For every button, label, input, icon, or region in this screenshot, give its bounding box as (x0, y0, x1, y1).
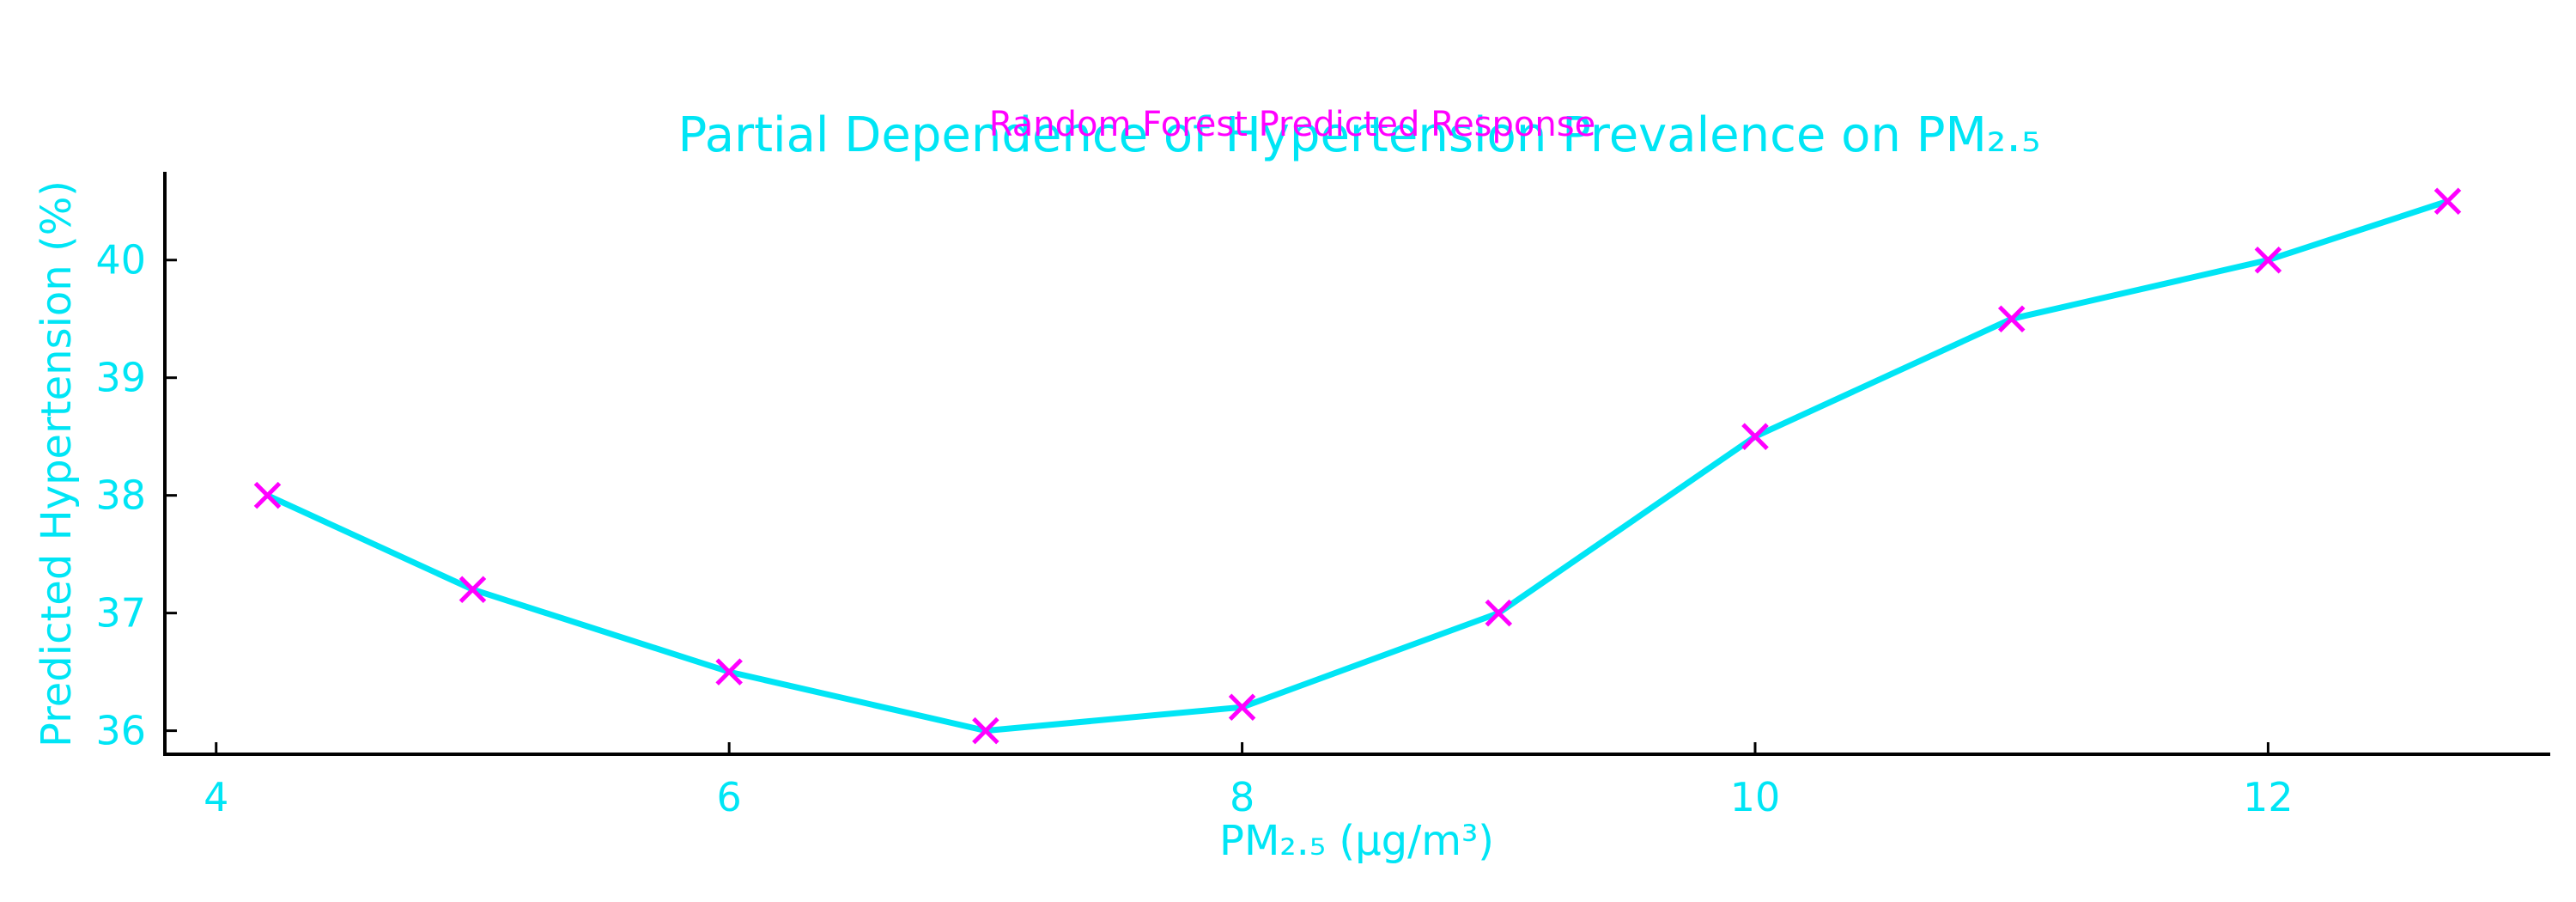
data-point (253, 481, 282, 509)
data-point (715, 658, 743, 686)
x-tick-label: 6 (717, 774, 742, 820)
y-tick-label: 39 (95, 355, 146, 401)
data-point-stroke (972, 716, 999, 745)
chart-subtitle: Random Forest Predicted Response (989, 105, 1595, 144)
data-point-stroke (253, 481, 282, 509)
data-point (2254, 246, 2282, 274)
data-point-stroke (2254, 246, 2282, 274)
data-point (459, 576, 487, 604)
data-point-stroke (2433, 187, 2462, 216)
x-tick-label: 4 (204, 774, 228, 820)
data-point (972, 716, 999, 745)
data-point (1485, 599, 1513, 627)
data-point-stroke (1485, 599, 1513, 627)
x-tick-label: 8 (1230, 774, 1255, 820)
data-point (1741, 423, 1769, 450)
data-point-stroke (1228, 693, 1256, 721)
y-tick-label: 37 (95, 590, 146, 637)
data-point-stroke (1997, 305, 2026, 332)
data-point-stroke (1741, 423, 1769, 450)
plot-area (253, 187, 2462, 745)
data-point-stroke (459, 576, 487, 604)
data-point (1228, 693, 1256, 721)
data-point (2433, 187, 2462, 216)
data-point-stroke (715, 658, 743, 686)
x-axis-label: PM₂.₅ (µg/m³) (1219, 817, 1494, 865)
x-tick-label: 10 (1730, 774, 1781, 820)
y-axis-label: Predicted Hypertension (%) (33, 180, 81, 747)
series-line (264, 198, 2451, 734)
y-tick-label: 36 (95, 708, 146, 754)
y-tick-label: 40 (95, 237, 146, 283)
chart-title: Partial Dependence of Hypertension Preva… (677, 107, 2040, 163)
y-tick-label: 38 (95, 472, 146, 519)
x-tick-label: 12 (2243, 774, 2293, 820)
data-point (1997, 305, 2026, 332)
